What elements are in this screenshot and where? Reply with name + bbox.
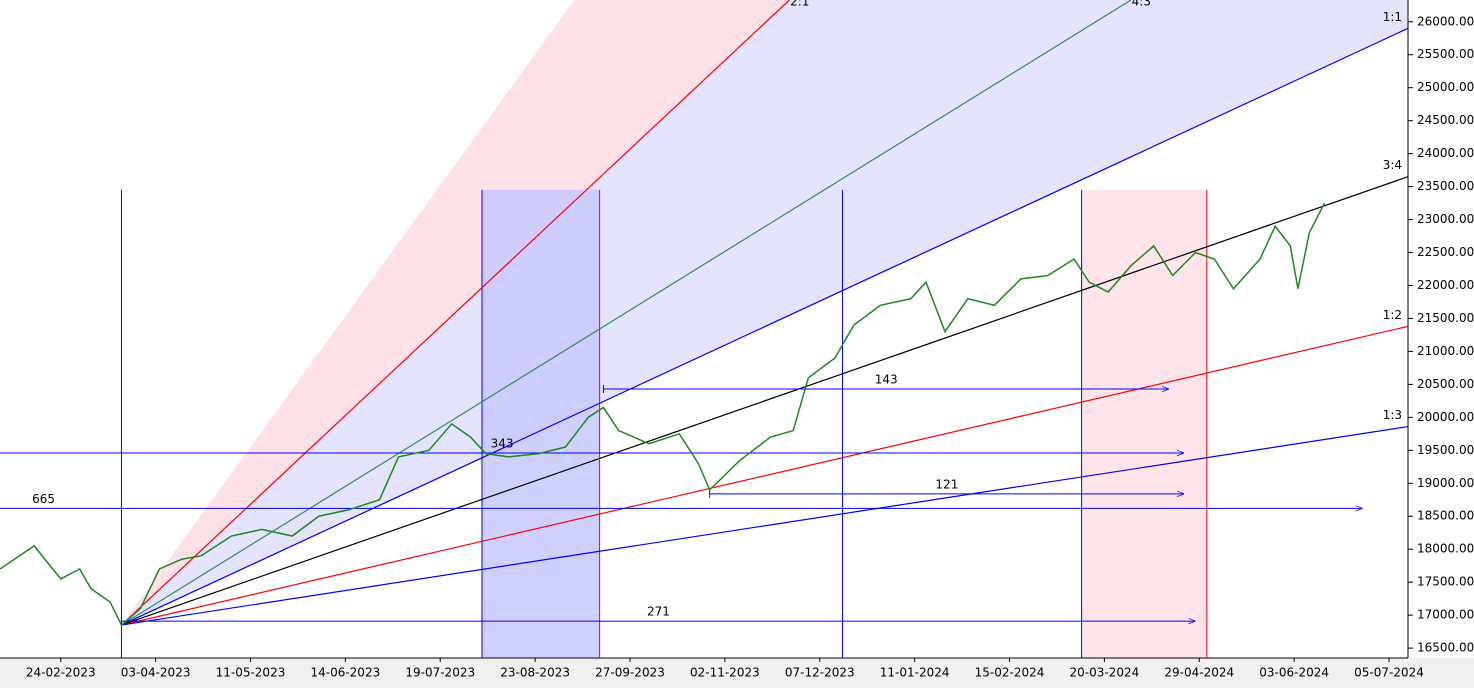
fan-line (121, 0, 790, 626)
x-tick-label: 14-06-2023 (310, 666, 380, 680)
fan-label: 1:1 (1383, 10, 1402, 24)
level-label: 343 (491, 436, 514, 450)
y-tick-label: 26000.00 (1417, 14, 1474, 28)
y-tick-label: 16500.00 (1417, 641, 1474, 655)
level-label: 665 (32, 492, 55, 506)
y-tick-label: 19000.00 (1417, 476, 1474, 490)
x-axis-strip (0, 658, 1474, 688)
y-tick-label: 22500.00 (1417, 245, 1474, 259)
y-tick-label: 23000.00 (1417, 212, 1474, 226)
x-tick-label: 15-02-2024 (975, 666, 1045, 680)
fan-zone (121, 0, 1409, 626)
price-line (0, 202, 1326, 627)
y-tick-label: 19500.00 (1417, 443, 1474, 457)
level-label: 271 (647, 605, 670, 619)
fan-label: 1:3 (1383, 408, 1402, 422)
y-tick-label: 24000.00 (1417, 146, 1474, 160)
y-tick-label: 24500.00 (1417, 113, 1474, 127)
y-tick-label: 17000.00 (1417, 608, 1474, 622)
x-tick-label: 27-09-2023 (595, 666, 665, 680)
level-label: 121 (935, 477, 958, 491)
x-tick-label: 03-06-2024 (1259, 666, 1329, 680)
y-tick-label: 21500.00 (1417, 311, 1474, 325)
fan-line (121, 325, 1409, 626)
x-tick-label: 03-04-2023 (121, 666, 191, 680)
fan-label: 1:2 (1383, 308, 1402, 322)
x-tick-label: 20-03-2024 (1070, 666, 1140, 680)
x-tick-label: 29-04-2024 (1164, 666, 1234, 680)
x-tick-label: 11-05-2023 (216, 666, 286, 680)
y-tick-label: 25000.00 (1417, 80, 1474, 94)
y-tick-label: 22000.00 (1417, 278, 1474, 292)
fan-line (121, 176, 1409, 626)
y-tick-label: 21000.00 (1417, 344, 1474, 358)
time-zone (1081, 189, 1207, 658)
x-tick-label: 05-07-2024 (1354, 666, 1424, 680)
fan-label: 3:4 (1383, 158, 1402, 172)
x-tick-label: 07-12-2023 (785, 666, 855, 680)
fan-label: 4:3 (1132, 0, 1151, 9)
time-zone (481, 189, 600, 658)
y-tick-label: 18000.00 (1417, 542, 1474, 556)
y-tick-label: 20000.00 (1417, 410, 1474, 424)
y-tick-label: 18500.00 (1417, 509, 1474, 523)
y-tick-label: 20500.00 (1417, 377, 1474, 391)
fan-label: 2:1 (790, 0, 809, 9)
x-tick-label: 02-11-2023 (690, 666, 760, 680)
y-tick-label: 25500.00 (1417, 47, 1474, 61)
y-tick-label: 23500.00 (1417, 179, 1474, 193)
x-tick-label: 11-01-2024 (880, 666, 950, 680)
fan-line (121, 27, 1409, 626)
level-label: 143 (875, 372, 898, 386)
x-tick-label: 19-07-2023 (405, 666, 475, 680)
fan-line (121, 425, 1409, 626)
y-tick-label: 17500.00 (1417, 575, 1474, 589)
fan-line (121, 0, 1132, 626)
x-tick-label: 23-08-2023 (500, 666, 570, 680)
x-tick-label: 24-02-2023 (26, 666, 96, 680)
